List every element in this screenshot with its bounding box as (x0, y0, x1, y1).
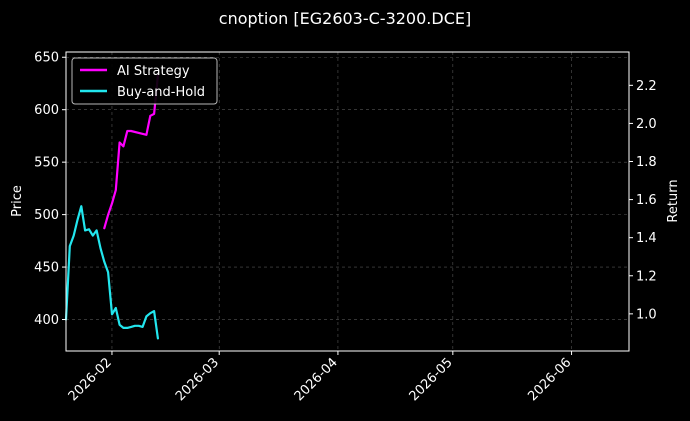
y-tick-label: 500 (34, 208, 59, 223)
y-axis-label: Price (10, 185, 25, 217)
y2-tick-label: 2.0 (636, 117, 657, 132)
y2-tick-label: 1.0 (636, 307, 657, 322)
y-tick-label: 550 (34, 156, 59, 171)
y-tick-label: 600 (34, 103, 59, 118)
y2-axis-label: Return (666, 179, 681, 222)
legend: AI Strategy Buy-and-Hold (71, 57, 218, 105)
series-line-ai-strategy (103, 74, 159, 230)
y2-tick-label: 1.6 (636, 193, 657, 208)
y-axis-left: 400 450 500 550 600 650 (34, 51, 66, 328)
legend-box (71, 57, 218, 105)
series-line-buy-and-hold (64, 205, 159, 340)
legend-label-buy-and-hold: Buy-and-Hold (117, 85, 205, 100)
y-tick-label: 400 (34, 313, 59, 328)
y2-tick-label: 1.4 (636, 231, 657, 246)
y2-tick-label: 1.8 (636, 155, 657, 170)
series-layer (64, 74, 159, 340)
y-tick-label: 650 (34, 51, 59, 66)
plot-frame (65, 51, 630, 352)
legend-label-ai-strategy: AI Strategy (117, 64, 190, 79)
y-tick-label: 450 (34, 261, 59, 276)
chart-title: cnoption [EG2603-C-3200.DCE] (219, 9, 471, 28)
y2-tick-label: 1.2 (636, 269, 657, 284)
y2-tick-label: 2.2 (636, 79, 657, 94)
y-axis-right: 1.0 1.2 1.4 1.6 1.8 2.0 2.2 (629, 79, 657, 322)
